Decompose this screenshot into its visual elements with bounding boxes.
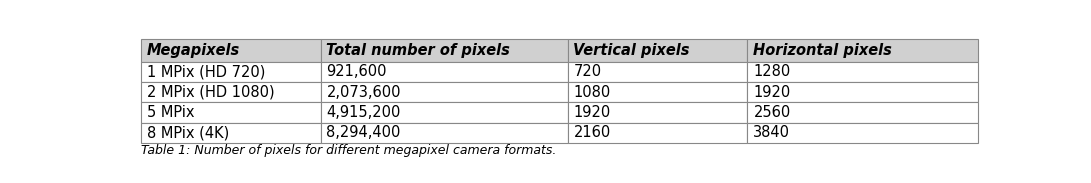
Text: 5 MPix: 5 MPix [146,105,194,120]
Text: Megapixels: Megapixels [146,43,240,58]
Bar [141,102,321,123]
Bar [141,82,321,102]
Bar [747,62,978,82]
Bar [321,102,567,123]
Text: 3840: 3840 [754,126,790,141]
Text: 720: 720 [574,64,601,79]
Text: 8 MPix (4K): 8 MPix (4K) [146,126,229,141]
Bar [321,82,567,102]
Text: 2,073,600: 2,073,600 [326,85,401,100]
Bar [747,39,978,62]
Bar [747,123,978,143]
Bar [567,39,747,62]
Text: 2560: 2560 [754,105,791,120]
Text: Horizontal pixels: Horizontal pixels [754,43,892,58]
Bar [567,62,747,82]
Text: Total number of pixels: Total number of pixels [326,43,511,58]
Bar [567,123,747,143]
Text: 921,600: 921,600 [326,64,387,79]
Bar [141,39,321,62]
Bar [321,123,567,143]
Bar [567,82,747,102]
Bar [141,62,321,82]
Text: 1280: 1280 [754,64,791,79]
Text: Vertical pixels: Vertical pixels [574,43,690,58]
Text: 1920: 1920 [754,85,791,100]
Text: Table 1: Number of pixels for different megapixel camera formats.: Table 1: Number of pixels for different … [141,144,556,157]
Bar [567,102,747,123]
Text: 1 MPix (HD 720): 1 MPix (HD 720) [146,64,265,79]
Bar [321,62,567,82]
Bar [747,82,978,102]
Bar [141,123,321,143]
Text: 1080: 1080 [574,85,611,100]
Text: 1920: 1920 [574,105,611,120]
Text: 8,294,400: 8,294,400 [326,126,400,141]
Text: 2160: 2160 [574,126,611,141]
Text: 2 MPix (HD 1080): 2 MPix (HD 1080) [146,85,274,100]
Bar [321,39,567,62]
Bar [747,102,978,123]
Text: 4,915,200: 4,915,200 [326,105,400,120]
